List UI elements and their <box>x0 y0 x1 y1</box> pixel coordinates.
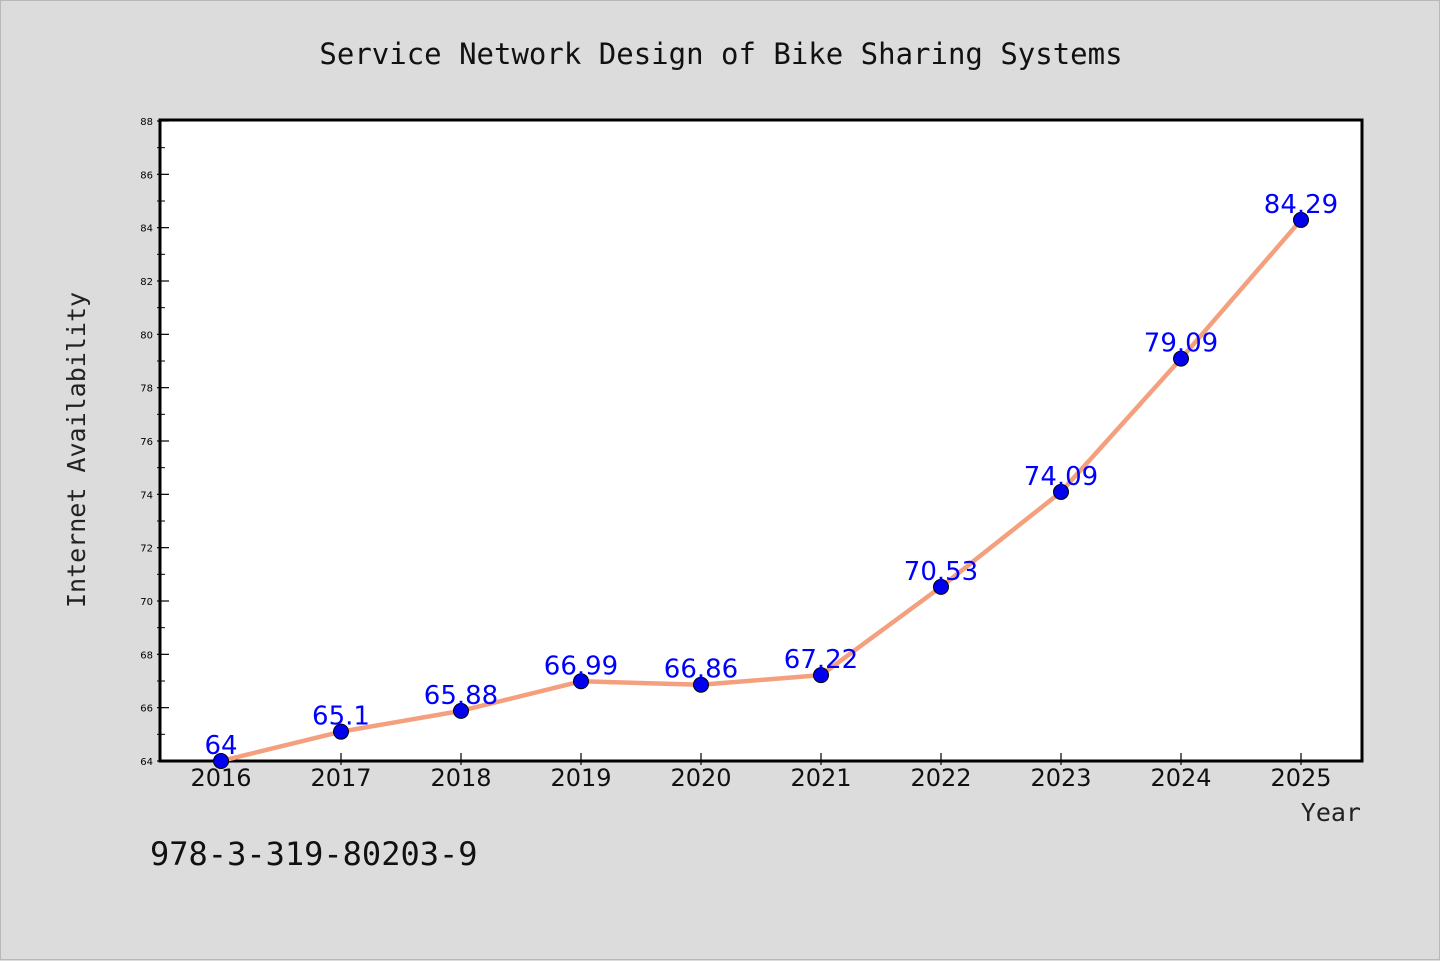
x-tick-label: 2020 <box>670 764 731 792</box>
data-value-label: 66.99 <box>544 651 618 681</box>
y-axis: 64 66 68 70 72 74 76 78 80 82 84 86 88 <box>140 117 169 768</box>
x-tick-label: 2022 <box>910 764 971 792</box>
data-point-marker <box>573 673 589 690</box>
y-tick-label: 82 <box>140 277 153 288</box>
data-point-marker <box>213 753 229 769</box>
y-axis-label: Internet Availability <box>62 292 91 608</box>
y-tick-label: 66 <box>140 704 153 715</box>
footer-isbn-text: 978-3-319-80203-9 <box>150 835 478 873</box>
x-axis-label: Year <box>1301 798 1361 827</box>
y-tick-label: 78 <box>140 384 153 395</box>
data-value-label: 79.09 <box>1144 329 1218 359</box>
x-tick-label: 2024 <box>1150 764 1211 792</box>
x-tick-label: 2017 <box>310 764 371 792</box>
x-tick-label: 2023 <box>1030 764 1091 792</box>
data-point-marker <box>333 723 349 740</box>
y-tick-label: 70 <box>140 597 153 608</box>
data-point-marker <box>933 578 949 595</box>
series-line <box>218 217 1304 764</box>
data-value-label: 70.53 <box>904 557 978 587</box>
data-point-marker <box>813 667 829 684</box>
y-tick-label: 86 <box>140 170 153 181</box>
y-tick-label: 72 <box>140 544 153 555</box>
x-tick-label: 2019 <box>550 764 611 792</box>
data-value-label: 84.29 <box>1264 190 1338 220</box>
y-tick-label: 64 <box>140 757 153 768</box>
data-value-label: 65.1 <box>312 702 370 732</box>
y-tick-label: 88 <box>140 117 153 128</box>
x-axis: 2016 2017 2018 2019 2020 2021 2022 2023 2024 2025 <box>190 753 1332 792</box>
data-value-label: 65.88 <box>424 681 498 711</box>
data-point-marker <box>1053 483 1069 500</box>
data-point-marker <box>693 676 709 693</box>
y-tick-label: 68 <box>140 650 153 661</box>
y-tick-label: 76 <box>140 437 153 448</box>
x-tick-label: 2018 <box>430 764 491 792</box>
data-value-label: 64 <box>204 731 237 761</box>
data-value-label: 66.86 <box>664 655 738 685</box>
data-point-marker <box>453 702 469 719</box>
data-value-label: 67.22 <box>784 645 858 675</box>
y-tick-label: 74 <box>140 490 153 501</box>
y-tick-label: 80 <box>140 330 153 341</box>
series-layer: 64 65.1 65.88 66.99 66.86 67.22 70.53 74.09 79.0… <box>204 190 1338 769</box>
data-value-label: 74.09 <box>1024 462 1098 492</box>
data-point-marker <box>1173 350 1189 367</box>
x-tick-label: 2021 <box>790 764 851 792</box>
chart-title: Service Network Design of Bike Sharing S… <box>319 37 1122 71</box>
y-tick-label: 84 <box>140 224 153 235</box>
data-point-marker <box>1293 211 1309 228</box>
x-tick-label: 2025 <box>1270 764 1331 792</box>
plot-area <box>158 118 1364 763</box>
